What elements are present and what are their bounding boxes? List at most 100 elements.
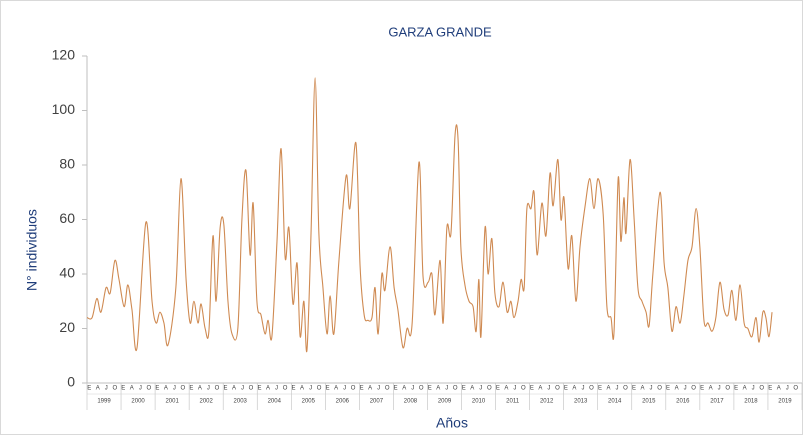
month-label: O	[385, 386, 390, 392]
month-label: A	[96, 386, 100, 392]
month-label: E	[462, 386, 466, 392]
y-tick-label: 120	[52, 47, 76, 63]
month-label: O	[793, 386, 798, 392]
y-tick-label: 100	[52, 101, 76, 117]
month-label: O	[487, 386, 492, 392]
month-label: A	[198, 386, 202, 392]
year-label: 2001	[165, 399, 179, 405]
month-label: E	[189, 386, 193, 392]
month-label: E	[734, 386, 738, 392]
month-label: A	[368, 386, 372, 392]
month-label: O	[657, 386, 662, 392]
month-label: O	[181, 386, 186, 392]
month-label: E	[564, 386, 568, 392]
month-label: O	[691, 386, 696, 392]
month-label: E	[496, 386, 500, 392]
month-label: E	[598, 386, 602, 392]
y-tick-label: 20	[59, 319, 75, 335]
month-label: A	[436, 386, 440, 392]
month-label: E	[223, 386, 227, 392]
month-label: E	[87, 386, 91, 392]
y-axis-label: N° individuos	[24, 209, 40, 291]
month-label: E	[292, 386, 296, 392]
month-label: J	[411, 386, 414, 392]
month-label: A	[572, 386, 576, 392]
month-label: A	[266, 386, 270, 392]
year-label: 2008	[404, 399, 418, 405]
month-label: J	[343, 386, 346, 392]
month-label: E	[700, 386, 704, 392]
month-label: J	[718, 386, 721, 392]
x-axis-label: Años	[436, 415, 468, 431]
month-label: E	[428, 386, 432, 392]
month-label: O	[623, 386, 628, 392]
month-label: A	[334, 386, 338, 392]
month-label: O	[317, 386, 322, 392]
month-label: J	[275, 386, 278, 392]
month-label: J	[684, 386, 687, 392]
month-label: A	[641, 386, 645, 392]
month-label: O	[725, 386, 730, 392]
month-label: O	[453, 386, 458, 392]
month-label: J	[241, 386, 244, 392]
month-label: O	[283, 386, 288, 392]
month-label: J	[547, 386, 550, 392]
month-label: A	[232, 386, 236, 392]
month-label: A	[504, 386, 508, 392]
year-label: 2010	[472, 399, 486, 405]
month-label: O	[112, 386, 117, 392]
year-label: 2013	[574, 399, 588, 405]
month-label: J	[581, 386, 584, 392]
month-label: A	[130, 386, 134, 392]
month-label: O	[215, 386, 220, 392]
month-label: E	[768, 386, 772, 392]
month-label: E	[121, 386, 125, 392]
year-label: 2002	[199, 399, 213, 405]
year-label: 2009	[438, 399, 452, 405]
month-label: J	[786, 386, 789, 392]
month-label: O	[419, 386, 424, 392]
year-label: 2005	[302, 399, 316, 405]
month-label: O	[555, 386, 560, 392]
month-label: A	[164, 386, 168, 392]
month-label: A	[777, 386, 781, 392]
year-label: 1999	[97, 399, 111, 405]
month-label: A	[709, 386, 713, 392]
month-label: A	[470, 386, 474, 392]
month-label: J	[615, 386, 618, 392]
month-label: J	[752, 386, 755, 392]
month-label: J	[173, 386, 176, 392]
month-label: A	[675, 386, 679, 392]
year-label: 2007	[370, 399, 384, 405]
month-label: J	[377, 386, 380, 392]
year-label: 2017	[710, 399, 724, 405]
month-label: E	[155, 386, 159, 392]
month-label: O	[521, 386, 526, 392]
month-label: J	[309, 386, 312, 392]
y-tick-label: 0	[67, 374, 75, 390]
year-label: 2003	[234, 399, 248, 405]
data-line	[86, 77, 773, 353]
month-label: J	[207, 386, 210, 392]
month-label: J	[479, 386, 482, 392]
month-label: A	[402, 386, 406, 392]
year-label: 2004	[268, 399, 282, 405]
month-label: O	[759, 386, 764, 392]
chart-title: GARZA GRANDE	[388, 24, 492, 39]
month-label: E	[257, 386, 261, 392]
month-label: A	[606, 386, 610, 392]
month-label: A	[743, 386, 747, 392]
year-label: 2011	[506, 399, 520, 405]
year-label: 2000	[131, 399, 145, 405]
month-label: J	[650, 386, 653, 392]
year-label: 2006	[336, 399, 350, 405]
month-label: A	[300, 386, 304, 392]
y-tick-label: 80	[59, 156, 75, 172]
y-tick-label: 60	[59, 210, 75, 226]
year-label: 2014	[608, 399, 622, 405]
month-label: E	[632, 386, 636, 392]
month-label: J	[513, 386, 516, 392]
month-label: E	[530, 386, 534, 392]
